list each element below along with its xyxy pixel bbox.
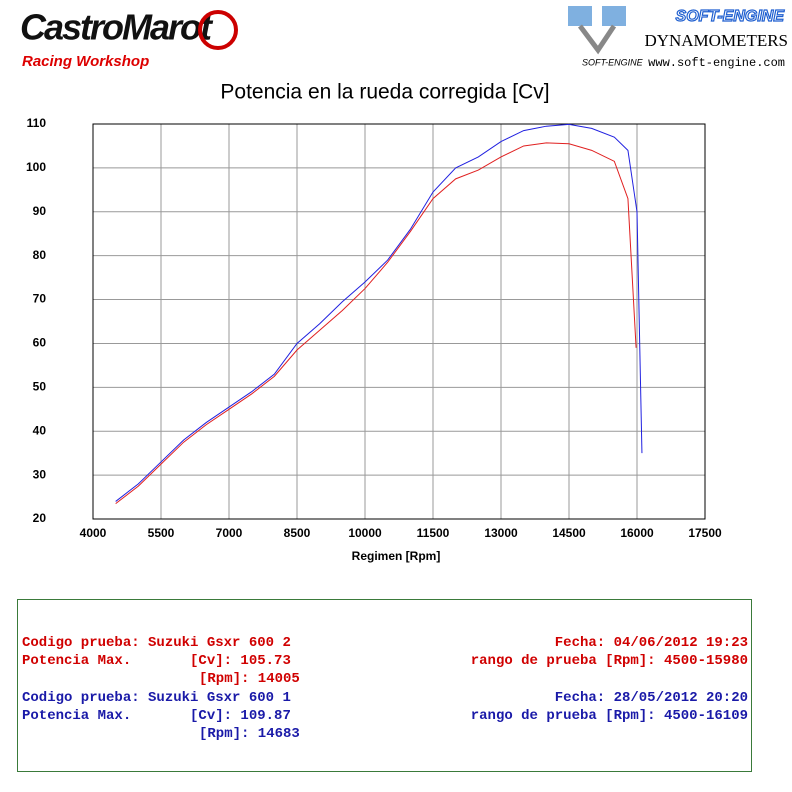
x-tick-label: 14500 xyxy=(552,526,586,540)
brand-logo xyxy=(198,10,238,50)
y-tick-label: 40 xyxy=(33,423,47,437)
series-line xyxy=(115,142,637,505)
x-tick-label: 8500 xyxy=(284,526,311,540)
y-tick-label: 90 xyxy=(33,204,47,218)
summary-box xyxy=(17,599,752,772)
logo-small: SOFT-ENGINE xyxy=(582,57,644,67)
url: www.soft-engine.com xyxy=(648,56,785,70)
x-tick-label: 7000 xyxy=(216,526,243,540)
maker: SOFT-ENGINE xyxy=(676,8,786,25)
blue-code: Codigo prueba: Suzuki Gsxr 600 1 xyxy=(22,690,291,706)
y-tick-label: 30 xyxy=(33,467,47,481)
blue-range: rango de prueba [Rpm]: 4500-16109 xyxy=(470,708,748,724)
y-tick-label: 110 xyxy=(27,116,47,130)
x-axis-label: Regimen [Rpm] xyxy=(352,549,441,563)
series-line xyxy=(115,123,643,502)
y-tick-label: 100 xyxy=(26,160,46,174)
x-tick-label: 4000 xyxy=(80,526,107,540)
y-tick-label: 50 xyxy=(33,380,47,394)
piston-icon xyxy=(602,6,626,26)
x-tick-label: 10000 xyxy=(348,526,382,540)
x-tick-label: 13000 xyxy=(484,526,518,540)
x-tick-label: 17500 xyxy=(688,526,722,540)
piston-icon xyxy=(568,6,592,26)
blue-rpm: [Rpm]: 14683 xyxy=(199,726,300,742)
brand-sub: Racing Workshop xyxy=(22,53,149,70)
rod-icon xyxy=(578,24,617,55)
plot-border xyxy=(92,123,706,520)
blue-date: Fecha: 28/05/2012 20:20 xyxy=(554,690,748,706)
y-tick-label: 20 xyxy=(33,511,47,525)
x-tick-label: 5500 xyxy=(148,526,175,540)
red-power: Potencia Max. [Cv]: 105.73 xyxy=(22,653,291,669)
x-tick-label: 11500 xyxy=(417,526,450,540)
red-range: rango de prueba [Rpm]: 4500-15980 xyxy=(470,653,748,669)
y-tick-label: 80 xyxy=(33,248,47,262)
y-tick-label: 60 xyxy=(33,336,47,350)
chart: CastroMarot Racing Workshop SOFT-ENGINE … xyxy=(20,6,788,563)
y-tick-label: 70 xyxy=(33,292,47,306)
red-rpm: [Rpm]: 14005 xyxy=(199,671,300,687)
brand: CastroMarot xyxy=(20,7,214,48)
red-code: Codigo prueba: Suzuki Gsxr 600 2 xyxy=(22,635,291,651)
maker-sub: DYNAMOMETERS xyxy=(644,31,788,50)
blue-power: Potencia Max. [Cv]: 109.87 xyxy=(22,708,291,724)
x-tick-label: 16000 xyxy=(620,526,654,540)
chart-title: Potencia en la rueda corregida [Cv] xyxy=(220,81,549,104)
red-date: Fecha: 04/06/2012 19:23 xyxy=(554,635,748,651)
